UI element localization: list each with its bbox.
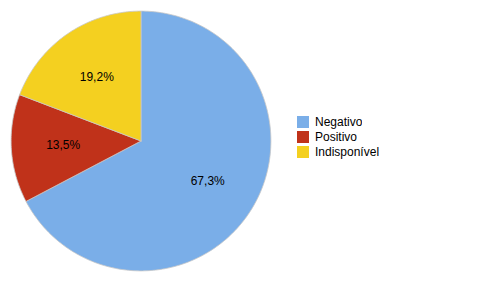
html-text:Indisponível: Indisponível	[315, 145, 379, 159]
html-text:Positivo: Positivo	[315, 130, 357, 144]
svg-text:13,5%: 13,5%	[46, 138, 80, 152]
svg-text:19,2%: 19,2%	[80, 70, 114, 84]
svg-text:67,3%: 67,3%	[191, 174, 225, 188]
html-text:Negativo: Negativo	[315, 115, 363, 129]
